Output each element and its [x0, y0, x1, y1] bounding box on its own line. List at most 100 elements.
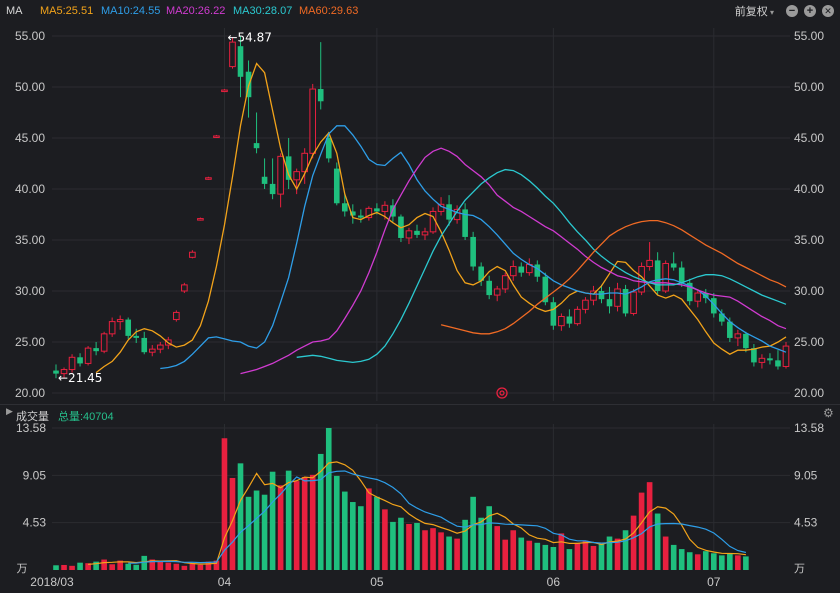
candle-body-up	[782, 345, 790, 367]
volume-bar	[125, 563, 132, 570]
volume-bar	[358, 506, 364, 570]
candle-body-up	[60, 369, 68, 375]
volume-bar	[165, 562, 172, 570]
volume-bar	[109, 564, 115, 570]
candle-body-up	[181, 284, 188, 292]
volume-bar	[213, 560, 220, 570]
max-price-label: ←54.87	[227, 30, 271, 44]
volume-bar	[406, 523, 412, 570]
volume-bar	[309, 474, 316, 570]
candle-body-up	[148, 348, 156, 353]
volume-collapse-icon[interactable]: ▶	[6, 406, 13, 416]
candle-body-down	[751, 348, 757, 363]
candle-body-down	[77, 357, 83, 364]
volume-tick-right: 9.05	[794, 468, 818, 482]
candle-body-up	[574, 308, 581, 325]
volume-bar	[117, 560, 123, 570]
candle-body-down	[686, 282, 693, 302]
ma10-value: MA10:24.55	[101, 5, 161, 17]
candle-body-up	[189, 251, 196, 258]
volume-bar	[510, 530, 517, 570]
candle-body-up	[493, 288, 501, 296]
candle-body-up	[84, 347, 92, 364]
volume-bar	[534, 542, 541, 570]
price-tick-left: 50.00	[15, 80, 45, 94]
ma20-value: MA20:26.22	[166, 5, 226, 17]
adjust-mode-dropdown[interactable]: 前复权	[735, 3, 774, 19]
price-tick-right: 55.00	[794, 29, 824, 43]
gear-icon[interactable]: ⚙	[823, 406, 834, 420]
volume-bar	[526, 540, 533, 570]
volume-bar	[606, 536, 613, 570]
volume-unit-left: 万	[17, 562, 28, 575]
candle-body-down	[518, 266, 525, 273]
ma60-line	[440, 219, 787, 335]
price-tick-right: 35.00	[794, 233, 824, 247]
volume-bar	[149, 559, 156, 570]
indicator-toolbar: MA MA5:25.51 MA10:24.55 MA20:26.22 MA30:…	[0, 0, 840, 22]
volume-bar	[141, 555, 148, 570]
volume-bar	[478, 517, 484, 570]
volume-bar	[494, 526, 501, 570]
volume-bar	[518, 537, 525, 570]
volume-bar	[221, 438, 228, 570]
candle-body-down	[125, 319, 132, 336]
close-icon[interactable]: ✕	[822, 5, 834, 17]
candle-body-up	[582, 299, 589, 310]
volume-bar	[654, 513, 661, 570]
ma-indicator-label[interactable]: MA	[6, 5, 23, 17]
volume-bar	[702, 551, 709, 570]
volume-bar	[678, 549, 685, 570]
candle-body-down	[93, 348, 99, 352]
candle-body-up	[501, 275, 509, 290]
candle-body-up	[156, 344, 164, 350]
volume-bar	[598, 543, 605, 570]
volume-total: 总量:40704	[58, 411, 114, 423]
volume-bar	[277, 485, 284, 570]
price-tick-right: 30.00	[794, 284, 824, 298]
plus-icon[interactable]: +	[804, 5, 816, 17]
candle-body-down	[462, 209, 468, 237]
volume-bar	[422, 530, 428, 570]
volume-title: 成交量	[16, 411, 49, 423]
volume-bar	[269, 471, 276, 570]
volume-bar	[438, 532, 444, 570]
minus-icon[interactable]: −	[786, 5, 798, 17]
candle-body-down	[654, 260, 661, 291]
volume-bar	[662, 536, 669, 570]
volume-bar	[446, 536, 452, 570]
candle-body-up	[197, 218, 204, 221]
candle-body-down	[566, 316, 573, 324]
volume-bar	[454, 538, 460, 570]
candle-body-down	[542, 276, 549, 303]
candle-body-up	[590, 290, 597, 301]
candle-body-down	[670, 263, 677, 268]
candle-body-up	[558, 316, 565, 327]
candle-body-down	[710, 298, 717, 314]
candle-body-up	[694, 292, 702, 302]
volume-bar	[590, 545, 597, 570]
candle-body-down	[261, 176, 268, 184]
ma30-line	[296, 168, 787, 364]
candle-body-up	[405, 230, 413, 239]
volume-bar	[686, 552, 693, 570]
candle-body-up	[614, 288, 621, 307]
candle-body-down	[269, 183, 276, 195]
candle-body-up	[293, 171, 300, 181]
price-tick-right: 50.00	[794, 80, 824, 94]
candle-body-up	[630, 291, 637, 314]
candle-body-down	[285, 156, 292, 180]
ma20-line	[240, 147, 787, 375]
volume-bar	[293, 481, 300, 570]
volume-tick-left: 13.58	[16, 421, 46, 435]
volume-bar	[727, 553, 733, 570]
price-tick-left: 55.00	[15, 29, 45, 43]
volume-ma5-line	[88, 461, 746, 565]
ma5-value: MA5:25.51	[40, 5, 94, 17]
price-tick-left: 35.00	[15, 233, 45, 247]
candle-body-up	[229, 41, 236, 68]
volume-bar	[614, 538, 621, 570]
x-tick-label: 2018/03	[30, 575, 74, 589]
volume-bar	[622, 530, 629, 570]
